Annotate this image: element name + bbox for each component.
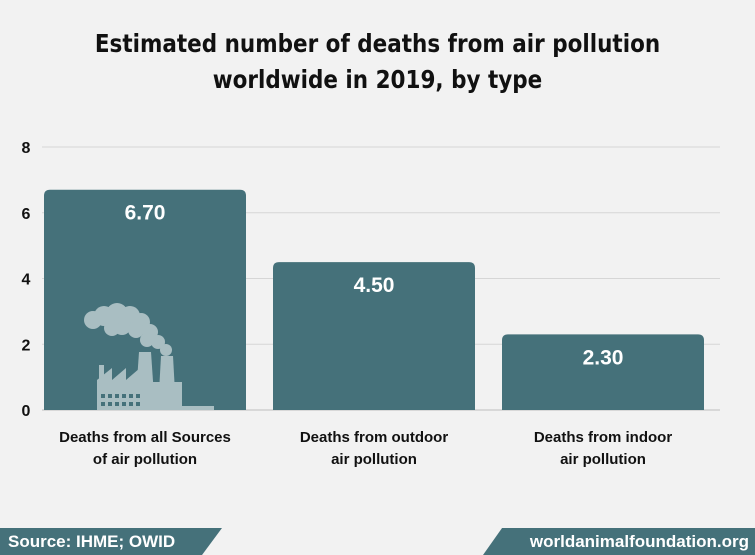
- x-category-label: Deaths from all Sources: [59, 429, 231, 446]
- factory-icon-part: [108, 402, 112, 406]
- bar-chart: 0 2 4 6 8 6.70 Deaths from all Sources of air p…: [22, 140, 720, 468]
- x-category-label: air pollution: [331, 451, 417, 468]
- chart-title-line-1: Estimated number of deaths from air poll…: [94, 29, 661, 58]
- factory-icon-part: [151, 335, 165, 349]
- y-tick-label: 0: [22, 403, 31, 420]
- x-category-label: air pollution: [560, 451, 646, 468]
- factory-icon-part: [99, 365, 104, 383]
- bar-value-label: 2.30: [583, 346, 624, 369]
- factory-icon-part: [104, 320, 120, 336]
- factory-icon-part: [140, 333, 154, 347]
- bar-2: [273, 262, 475, 410]
- factory-icon-part: [140, 382, 182, 410]
- bar-1: [44, 189, 246, 410]
- y-tick-label: 8: [22, 140, 31, 157]
- x-category-label: of air pollution: [93, 451, 197, 468]
- website-banner: worldanimalfoundation.org: [483, 528, 755, 555]
- x-category-label: Deaths from outdoor: [300, 429, 448, 446]
- source-banner: Source: IHME; OWID: [0, 528, 222, 555]
- factory-icon-part: [129, 394, 133, 398]
- factory-icon-part: [180, 406, 214, 410]
- factory-icon-part: [136, 394, 140, 398]
- factory-icon-part: [108, 394, 112, 398]
- factory-icon-part: [122, 394, 126, 398]
- factory-icon-part: [160, 344, 172, 356]
- factory-icon-part: [122, 402, 126, 406]
- chart-title: Estimated number of deaths from air poll…: [53, 26, 702, 98]
- factory-icon-part: [115, 402, 119, 406]
- bar-3: [502, 334, 704, 410]
- website-text: worldanimalfoundation.org: [529, 532, 749, 551]
- source-text: Source: IHME; OWID: [8, 532, 176, 551]
- factory-icon-part: [101, 394, 105, 398]
- y-tick-label: 6: [22, 206, 31, 223]
- factory-icon-part: [136, 402, 140, 406]
- factory-icon: [84, 303, 214, 410]
- factory-icon-part: [101, 402, 105, 406]
- chart-title-line-2: worldwide in 2019, by type: [212, 65, 543, 94]
- y-tick-label: 2: [22, 337, 31, 354]
- x-category-label: Deaths from indoor: [534, 429, 673, 446]
- bar-value-label: 6.70: [125, 202, 166, 225]
- factory-icon-part: [128, 322, 144, 338]
- factory-icon-part: [115, 394, 119, 398]
- factory-icon-part: [129, 402, 133, 406]
- bar-value-label: 4.50: [354, 274, 395, 297]
- factory-icon-part: [97, 368, 140, 410]
- y-tick-label: 4: [22, 272, 31, 289]
